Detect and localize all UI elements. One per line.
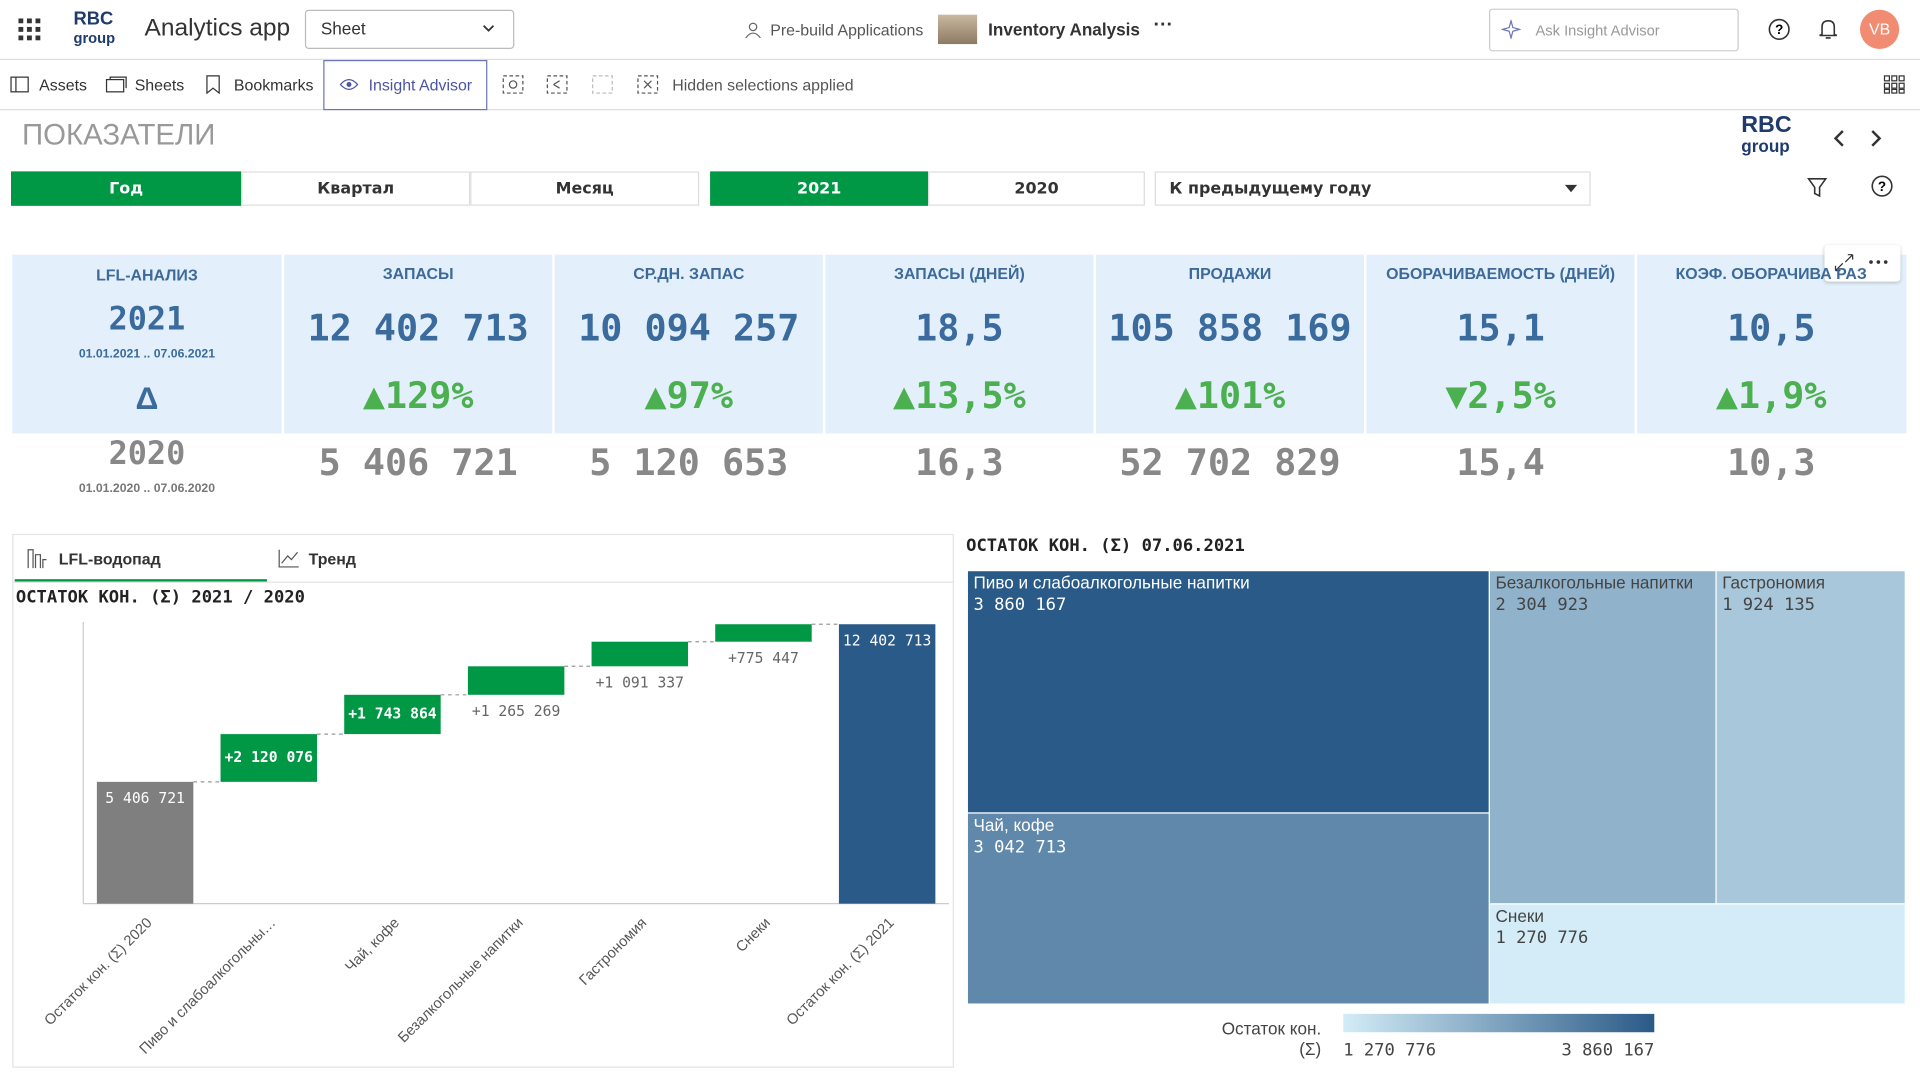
legend-title: (Σ) bbox=[1299, 1039, 1321, 1059]
value-label: 5 406 721 bbox=[105, 790, 185, 807]
value-label: +1 743 864 bbox=[348, 705, 437, 722]
x-tick-label: Чай, кофе bbox=[343, 915, 403, 975]
kpi-previous: 5 406 721 bbox=[283, 442, 554, 485]
kpi-title: ЗАПАСЫ bbox=[283, 266, 554, 283]
tile-value: 2 304 923 bbox=[1496, 595, 1589, 615]
tile-label: Пиво и слабоалкогольные напитки bbox=[973, 573, 1249, 593]
x-tick-label: Снеки bbox=[733, 915, 774, 956]
kpi-previous: 15,4 bbox=[1365, 442, 1636, 485]
x-tick-label: Остаток кон. (Σ) 2020 bbox=[42, 915, 156, 1029]
kpi-current: 10 094 257 bbox=[553, 307, 824, 350]
bar bbox=[592, 642, 688, 667]
treemap-tile bbox=[1489, 571, 1716, 904]
kpi-change: ▲13,5% bbox=[824, 375, 1095, 418]
legend-title: Остаток кон. bbox=[1222, 1018, 1322, 1038]
x-tick-label: Остаток кон. (Σ) 2021 bbox=[784, 915, 898, 1029]
kpi-title: ОБОРАЧИВАЕМОСТЬ (ДНЕЙ) bbox=[1365, 266, 1636, 283]
tile-label: Снеки bbox=[1496, 906, 1544, 926]
kpi-current: 18,5 bbox=[824, 307, 1095, 350]
value-label: +1 265 269 bbox=[472, 703, 560, 720]
treemap-tile bbox=[1489, 904, 1905, 1004]
bar bbox=[468, 666, 564, 695]
value-label: +1 091 337 bbox=[596, 674, 684, 691]
value-label: +775 447 bbox=[728, 650, 799, 667]
kpi-title: КОЭФ. ОБОРАЧИВА РАЗ bbox=[1636, 266, 1907, 283]
kpi-previous: 16,3 bbox=[824, 442, 1095, 485]
legend-max: 3 860 167 bbox=[1561, 1041, 1654, 1061]
bar bbox=[839, 624, 935, 903]
legend-min: 1 270 776 bbox=[1343, 1041, 1436, 1061]
x-tick-label: Пиво и слабоалкогольны… bbox=[137, 915, 280, 1058]
bar bbox=[715, 624, 811, 641]
kpi-current: 12 402 713 bbox=[283, 307, 554, 350]
kpi-title: СР.ДН. ЗАПАС bbox=[553, 266, 824, 283]
treemap-tile bbox=[1716, 571, 1905, 904]
kpi-previous: 52 702 829 bbox=[1095, 442, 1366, 485]
value-label: 12 402 713 bbox=[843, 632, 931, 649]
legend-bar bbox=[1343, 1014, 1654, 1032]
kpi-previous: 5 120 653 bbox=[553, 442, 824, 485]
x-tick-label: Гастрономия bbox=[577, 915, 651, 989]
kpi-current: 15,1 bbox=[1365, 307, 1636, 350]
tile-value: 3 860 167 bbox=[973, 595, 1066, 615]
tile-label: Безалкогольные напитки bbox=[1496, 573, 1694, 593]
kpi-previous: 10,3 bbox=[1636, 442, 1907, 485]
kpi-change: ▲101% bbox=[1095, 375, 1366, 418]
kpi-change: ▲1,9% bbox=[1636, 375, 1907, 418]
tile-value: 1 270 776 bbox=[1496, 928, 1589, 948]
kpi-current: 105 858 169 bbox=[1095, 307, 1366, 350]
tile-value: 3 042 713 bbox=[973, 837, 1066, 857]
kpi-title: ПРОДАЖИ bbox=[1095, 266, 1366, 283]
tile-value: 1 924 135 bbox=[1722, 595, 1815, 615]
kpi-change: ▼2,5% bbox=[1365, 375, 1636, 418]
tile-label: Гастрономия bbox=[1722, 573, 1825, 593]
kpi-current: 10,5 bbox=[1636, 307, 1907, 350]
kpi-change: ▲97% bbox=[553, 375, 824, 418]
x-tick-label: Безалкогольные напитки bbox=[395, 915, 526, 1046]
kpi-change: ▲129% bbox=[283, 375, 554, 418]
tile-label: Чай, кофе bbox=[973, 815, 1054, 835]
kpi-title: ЗАПАСЫ (ДНЕЙ) bbox=[824, 266, 1095, 283]
value-label: +2 120 076 bbox=[225, 749, 314, 766]
